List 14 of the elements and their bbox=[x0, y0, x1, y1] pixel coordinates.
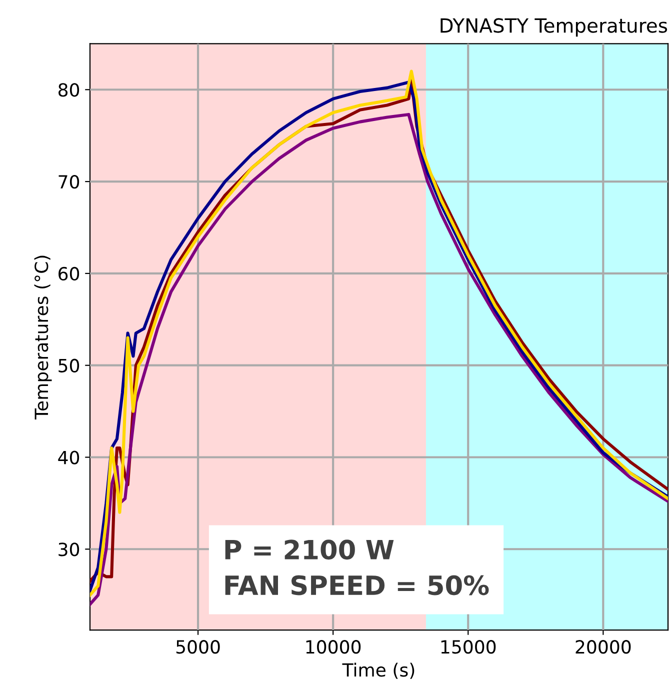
y-tick-label: 60 bbox=[58, 266, 80, 281]
x-axis-title: Time (s) bbox=[342, 662, 414, 679]
x-tick-label: 5000 bbox=[176, 640, 220, 654]
y-tick-label: 50 bbox=[58, 358, 80, 372]
annotation: P = 2100 W FAN SPEED = 50% bbox=[225, 540, 489, 596]
y-axis-title: Temperatures (°C) bbox=[34, 256, 52, 420]
y-tick-label: 80 bbox=[58, 83, 80, 97]
x-tick-label: 20000 bbox=[576, 640, 631, 654]
chart-title: DYNASTY Temperatures bbox=[440, 18, 668, 37]
y-tick-label: 30 bbox=[58, 542, 80, 556]
x-tick-label: 10000 bbox=[306, 640, 361, 654]
y-tick-label: 70 bbox=[58, 175, 80, 189]
y-tick-label: 40 bbox=[58, 450, 80, 464]
x-tick-label: 15000 bbox=[441, 640, 496, 654]
